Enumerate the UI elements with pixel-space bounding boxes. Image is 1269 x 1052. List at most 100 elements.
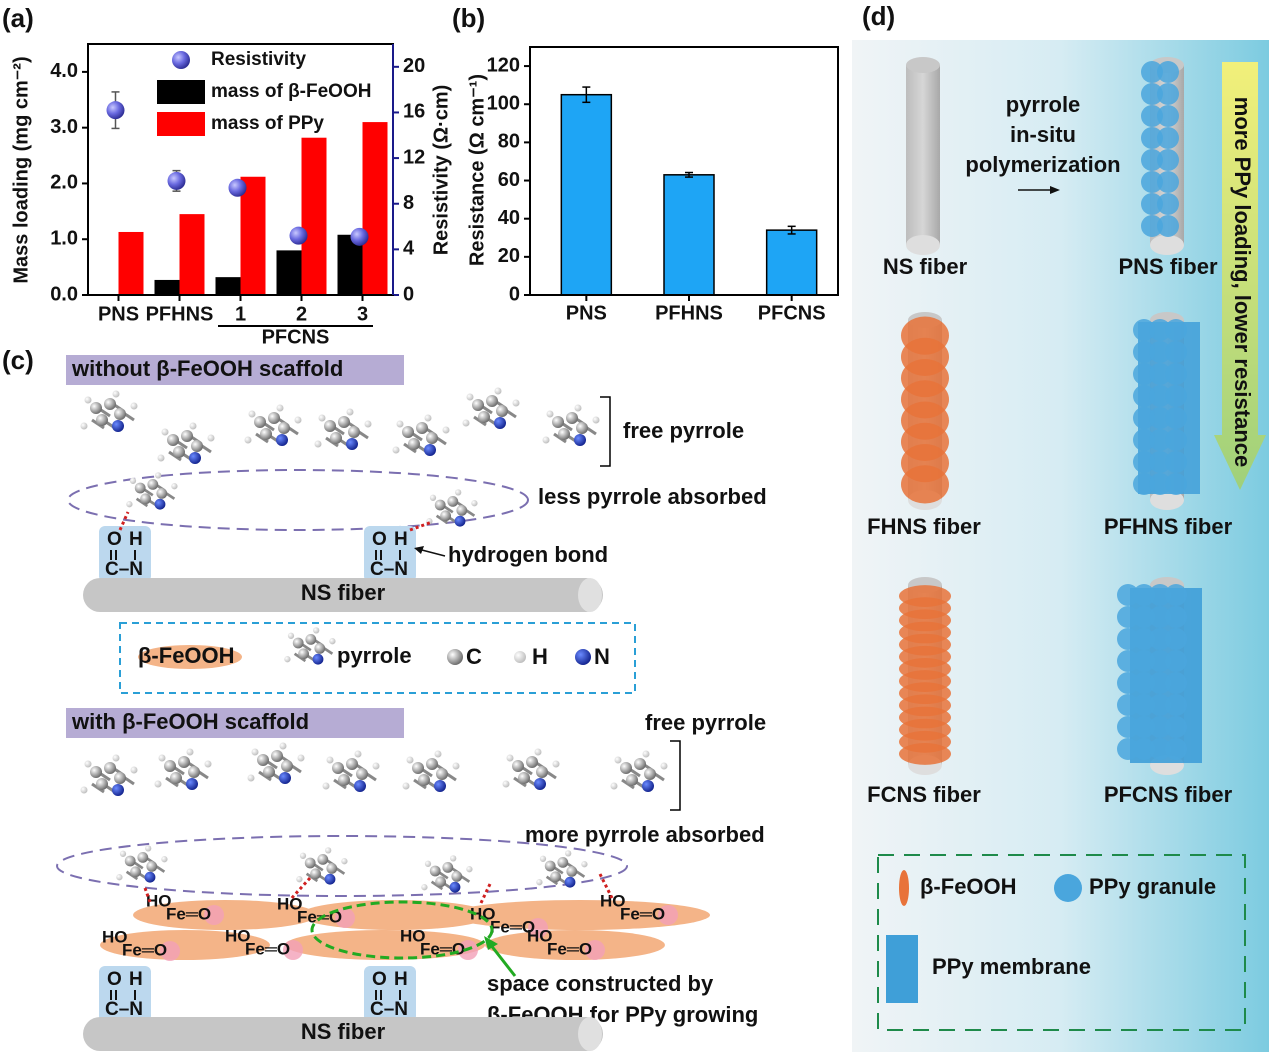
c-atom	[526, 756, 538, 768]
c-atom	[298, 648, 309, 660]
legend-label: PPy membrane	[932, 954, 1091, 979]
pyrrole-molecule	[247, 742, 305, 784]
pyrrole-molecule	[157, 422, 215, 464]
ppy-granule	[1165, 628, 1187, 650]
ppy-granule	[1165, 650, 1187, 672]
h-atom	[506, 754, 514, 762]
c-atom	[96, 414, 108, 426]
amide-atom: C–N	[370, 999, 408, 1020]
ppy-membrane	[886, 935, 918, 1003]
ppy-granule	[1117, 584, 1139, 606]
fiber-end	[578, 578, 602, 612]
n-atom	[454, 515, 466, 527]
ppy-granule	[1157, 193, 1179, 215]
x-tick-label: PFCNS	[758, 302, 826, 324]
x-tick-label: PNS	[98, 303, 139, 325]
feooh-hydroxyl: HO	[527, 926, 553, 945]
legend-box	[877, 854, 1246, 1031]
h-atom	[297, 754, 305, 762]
annotation: free pyrrole	[645, 710, 766, 735]
ppy-granule	[1141, 127, 1163, 149]
c-atom	[305, 634, 317, 645]
fiber-label: NS fiber	[301, 1019, 386, 1044]
ppy-granule	[1149, 429, 1171, 451]
n-atom	[346, 438, 358, 450]
legend-symbol	[172, 51, 190, 69]
amide-atom: C–N	[370, 559, 408, 580]
h-atom	[364, 420, 372, 428]
pyrrole-molecule	[80, 390, 138, 432]
c-atom	[552, 416, 564, 428]
n-atom	[186, 778, 198, 790]
c-atom	[90, 766, 102, 778]
c-atom	[181, 430, 193, 442]
ppy-granule	[1117, 716, 1139, 738]
ppy-granule	[1117, 672, 1139, 694]
amide-atom: H	[129, 969, 143, 990]
c-atom	[566, 412, 578, 424]
n-atom	[434, 780, 446, 792]
x-tick-label: 2	[296, 303, 307, 325]
h-atom	[80, 786, 88, 794]
n-atom	[564, 876, 576, 888]
h-bond	[143, 887, 152, 903]
y-tick-label: 3.0	[50, 116, 78, 138]
c-atom	[626, 774, 638, 786]
h-atom	[581, 861, 588, 868]
n-atom	[112, 784, 124, 796]
ppy-granule	[1149, 363, 1171, 385]
ppy-granule	[1133, 584, 1155, 606]
h-atom	[112, 390, 120, 398]
ppy-granule	[1157, 171, 1179, 193]
bar	[118, 231, 144, 295]
c-atom	[472, 399, 484, 411]
y-tick-label: 0	[509, 283, 520, 305]
c-atom	[408, 438, 420, 450]
c-atom	[644, 768, 656, 780]
h-atom	[130, 766, 138, 774]
ppy-granule	[1165, 407, 1187, 429]
h-atom	[552, 760, 560, 768]
h-atom	[251, 748, 259, 756]
y-tick-label: 2.0	[50, 172, 78, 194]
fiber-label: NS fiber	[883, 254, 968, 279]
legend-label: C	[466, 644, 482, 669]
h-atom	[326, 756, 334, 764]
n-atom	[312, 653, 324, 665]
c-atom	[317, 854, 329, 865]
h-atom	[296, 876, 303, 883]
c-atom	[338, 774, 350, 786]
arrow-head	[414, 546, 424, 554]
ppy-granule	[1133, 429, 1155, 451]
n-atom	[354, 780, 366, 792]
feooh-oxide: Fe═O	[547, 939, 592, 958]
feooh-hydroxyl: HO	[600, 891, 626, 910]
c-atom	[566, 866, 578, 877]
bar	[301, 137, 327, 295]
ppy-granule	[1165, 716, 1187, 738]
feooh-rod	[485, 930, 665, 960]
n-atom	[494, 417, 506, 429]
h-atom	[247, 774, 255, 782]
ppy-granule	[1165, 451, 1187, 473]
c-atom	[496, 405, 508, 417]
c-atom	[412, 762, 424, 774]
fiber-label: FCNS fiber	[867, 782, 981, 807]
c-atom	[536, 766, 548, 778]
legend-label: β-FeOOH	[138, 643, 235, 668]
c-atom	[451, 871, 463, 882]
y-tick-label: 60	[498, 169, 520, 191]
h-bond	[409, 520, 433, 532]
ppy-granule	[1165, 606, 1187, 628]
bar	[362, 122, 388, 295]
fiber-end	[1150, 235, 1184, 255]
y2-tick-label: 4	[403, 238, 415, 260]
ppy-granule	[1141, 61, 1163, 83]
point	[106, 101, 125, 120]
c-atom	[436, 768, 448, 780]
o-highlight	[335, 908, 355, 928]
annotation: free pyrrole	[623, 418, 744, 443]
panel-label: (b)	[452, 3, 485, 33]
c-atom	[550, 871, 561, 883]
feooh-oxide: Fe═O	[490, 917, 535, 936]
